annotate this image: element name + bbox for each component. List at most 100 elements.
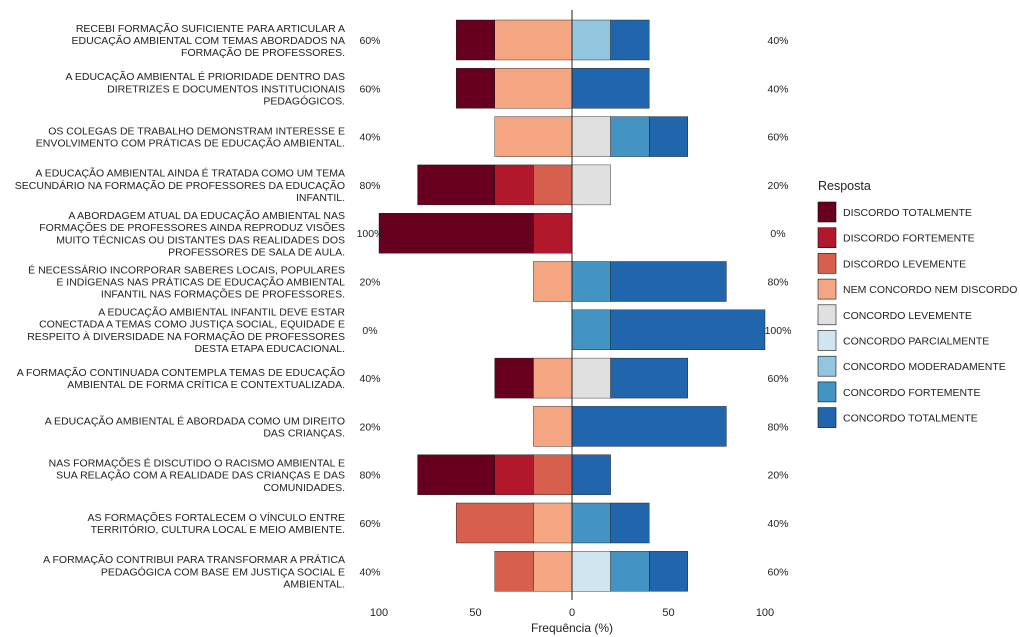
left-percent: 60% bbox=[359, 83, 380, 95]
legend-item: DISCORDO FORTEMENTE bbox=[817, 227, 975, 248]
legend-item: DISCORDO TOTALMENTE bbox=[817, 201, 972, 223]
bar-segment bbox=[533, 212, 573, 254]
bar-segment bbox=[533, 261, 573, 302]
bar-segment bbox=[571, 19, 611, 61]
bar-segment bbox=[533, 406, 573, 447]
legend-item: DISCORDO LEVEMENTE bbox=[817, 253, 966, 274]
right-percent: 80% bbox=[767, 421, 788, 433]
bar-segment bbox=[610, 502, 650, 544]
right-percent: 100% bbox=[765, 325, 792, 337]
bar-segment bbox=[378, 212, 534, 254]
legend-swatch bbox=[817, 355, 837, 377]
legend-swatch bbox=[817, 227, 837, 248]
left-percent: 0% bbox=[362, 325, 377, 337]
bar-segment bbox=[649, 116, 689, 157]
bar-segment bbox=[494, 116, 573, 157]
question-label: RECEBI FORMAÇÃO SUFICIENTE PARA ARTICULA… bbox=[72, 22, 345, 59]
x-tick-label: 0 bbox=[569, 607, 575, 619]
right-percent: 60% bbox=[767, 373, 788, 385]
x-tick-label: 100 bbox=[756, 607, 774, 619]
bar-segment bbox=[610, 116, 650, 157]
right-percent: 80% bbox=[767, 277, 788, 289]
legend-item: CONCORDO LEVEMENTE bbox=[817, 304, 972, 326]
legend-label: CONCORDO FORTEMENTE bbox=[843, 387, 980, 399]
bar-segment bbox=[494, 357, 534, 399]
bar-segment bbox=[610, 309, 766, 350]
bar-segment bbox=[610, 357, 688, 399]
left-percent: 60% bbox=[359, 518, 380, 530]
bar-segment bbox=[571, 551, 611, 592]
legend-label: CONCORDO LEVEMENTE bbox=[843, 310, 972, 322]
x-tick-label: 50 bbox=[662, 607, 674, 619]
question-label: É NECESSÁRIO INCORPORAR SABERES LOCAIS, … bbox=[28, 263, 345, 300]
bar-segment bbox=[571, 116, 611, 157]
bar-row bbox=[417, 454, 611, 495]
legend-swatch bbox=[817, 304, 837, 326]
percent-labels: 60% 40% 60% 40% 40% 60% 80% 20% 100% 0% 20% 80% 0% 10… bbox=[357, 35, 792, 578]
left-percent: 60% bbox=[359, 35, 380, 47]
legend-item: CONCORDO PARCIALMENTE bbox=[817, 330, 989, 351]
legend-label: DISCORDO LEVEMENTE bbox=[843, 258, 966, 270]
legend-item: CONCORDO TOTALMENTE bbox=[817, 407, 978, 428]
left-percent: 80% bbox=[359, 470, 380, 482]
bar-segment bbox=[533, 454, 573, 495]
bar-row bbox=[378, 212, 573, 254]
bar-segment bbox=[494, 68, 573, 109]
legend-label: CONCORDO PARCIALMENTE bbox=[843, 336, 989, 348]
legend-swatch bbox=[817, 201, 837, 223]
bar-segment bbox=[494, 454, 534, 495]
right-percent: 20% bbox=[767, 180, 788, 192]
question-label: NAS FORMAÇÕES É DISCUTIDO O RACISMO AMBI… bbox=[49, 457, 345, 494]
bar-segment bbox=[571, 68, 650, 109]
bar-row bbox=[494, 551, 689, 592]
question-label: A EDUCAÇÃO AMBIENTAL É PRIORIDADE DENTRO… bbox=[66, 70, 345, 107]
right-percent: 60% bbox=[767, 132, 788, 144]
right-percent: 40% bbox=[767, 83, 788, 95]
bar-row bbox=[456, 502, 650, 544]
bar-row bbox=[533, 406, 727, 447]
bar-segment bbox=[571, 454, 611, 495]
left-percent: 40% bbox=[359, 566, 380, 578]
legend-item: CONCORDO FORTEMENTE bbox=[817, 381, 980, 403]
left-percent: 20% bbox=[359, 277, 380, 289]
legend-swatch bbox=[817, 253, 837, 274]
bar-segment bbox=[456, 19, 496, 61]
legend-item: CONCORDO MODERADAMENTE bbox=[817, 355, 1006, 377]
right-percent: 40% bbox=[767, 35, 788, 47]
bar-segment bbox=[417, 164, 496, 206]
left-percent: 80% bbox=[359, 180, 380, 192]
legend-item: NEM CONCORDO NEM DISCORDO bbox=[817, 278, 1017, 300]
bar-row bbox=[456, 19, 650, 61]
question-label: A EDUCAÇÃO AMBIENTAL É ABORDADA COMO UM … bbox=[45, 414, 345, 439]
question-label: A FORMAÇÃO CONTRIBUI PARA TRANSFORMAR A … bbox=[43, 553, 345, 590]
bar-segment bbox=[571, 309, 611, 350]
legend-swatch bbox=[817, 407, 837, 428]
bar-segment bbox=[610, 19, 650, 61]
bar-row bbox=[494, 116, 689, 157]
bar-segment bbox=[571, 502, 611, 544]
x-tick-label: 100 bbox=[370, 607, 388, 619]
bar-segment bbox=[533, 357, 573, 399]
right-percent: 40% bbox=[767, 518, 788, 530]
question-label: A EDUCAÇÃO AMBIENTAL INFANTIL DEVE ESTAR… bbox=[27, 306, 345, 356]
bar-row bbox=[456, 68, 650, 109]
bar-segment bbox=[533, 164, 573, 206]
legend-label: DISCORDO FORTEMENTE bbox=[843, 233, 975, 245]
question-label: A ABORDAGEM ATUAL DA EDUCAÇÃO AMBIENTAL … bbox=[39, 209, 345, 259]
left-percent: 100% bbox=[357, 228, 384, 240]
right-percent: 60% bbox=[767, 566, 788, 578]
bar-segment bbox=[417, 454, 496, 495]
left-percent: 40% bbox=[359, 132, 380, 144]
legend-swatch bbox=[817, 330, 837, 351]
bar-segment bbox=[456, 502, 534, 544]
question-labels: RECEBI FORMAÇÃO SUFICIENTE PARA ARTICULA… bbox=[15, 22, 346, 591]
legend-label: CONCORDO TOTALMENTE bbox=[843, 413, 978, 425]
left-percent: 40% bbox=[359, 373, 380, 385]
bar-row bbox=[494, 357, 688, 399]
right-percent: 0% bbox=[770, 228, 785, 240]
legend-swatch bbox=[817, 278, 837, 300]
bars-layer bbox=[378, 19, 766, 592]
question-label: A EDUCAÇÃO AMBIENTAL AINDA É TRATADA COM… bbox=[15, 167, 345, 204]
bar-row bbox=[571, 309, 766, 350]
